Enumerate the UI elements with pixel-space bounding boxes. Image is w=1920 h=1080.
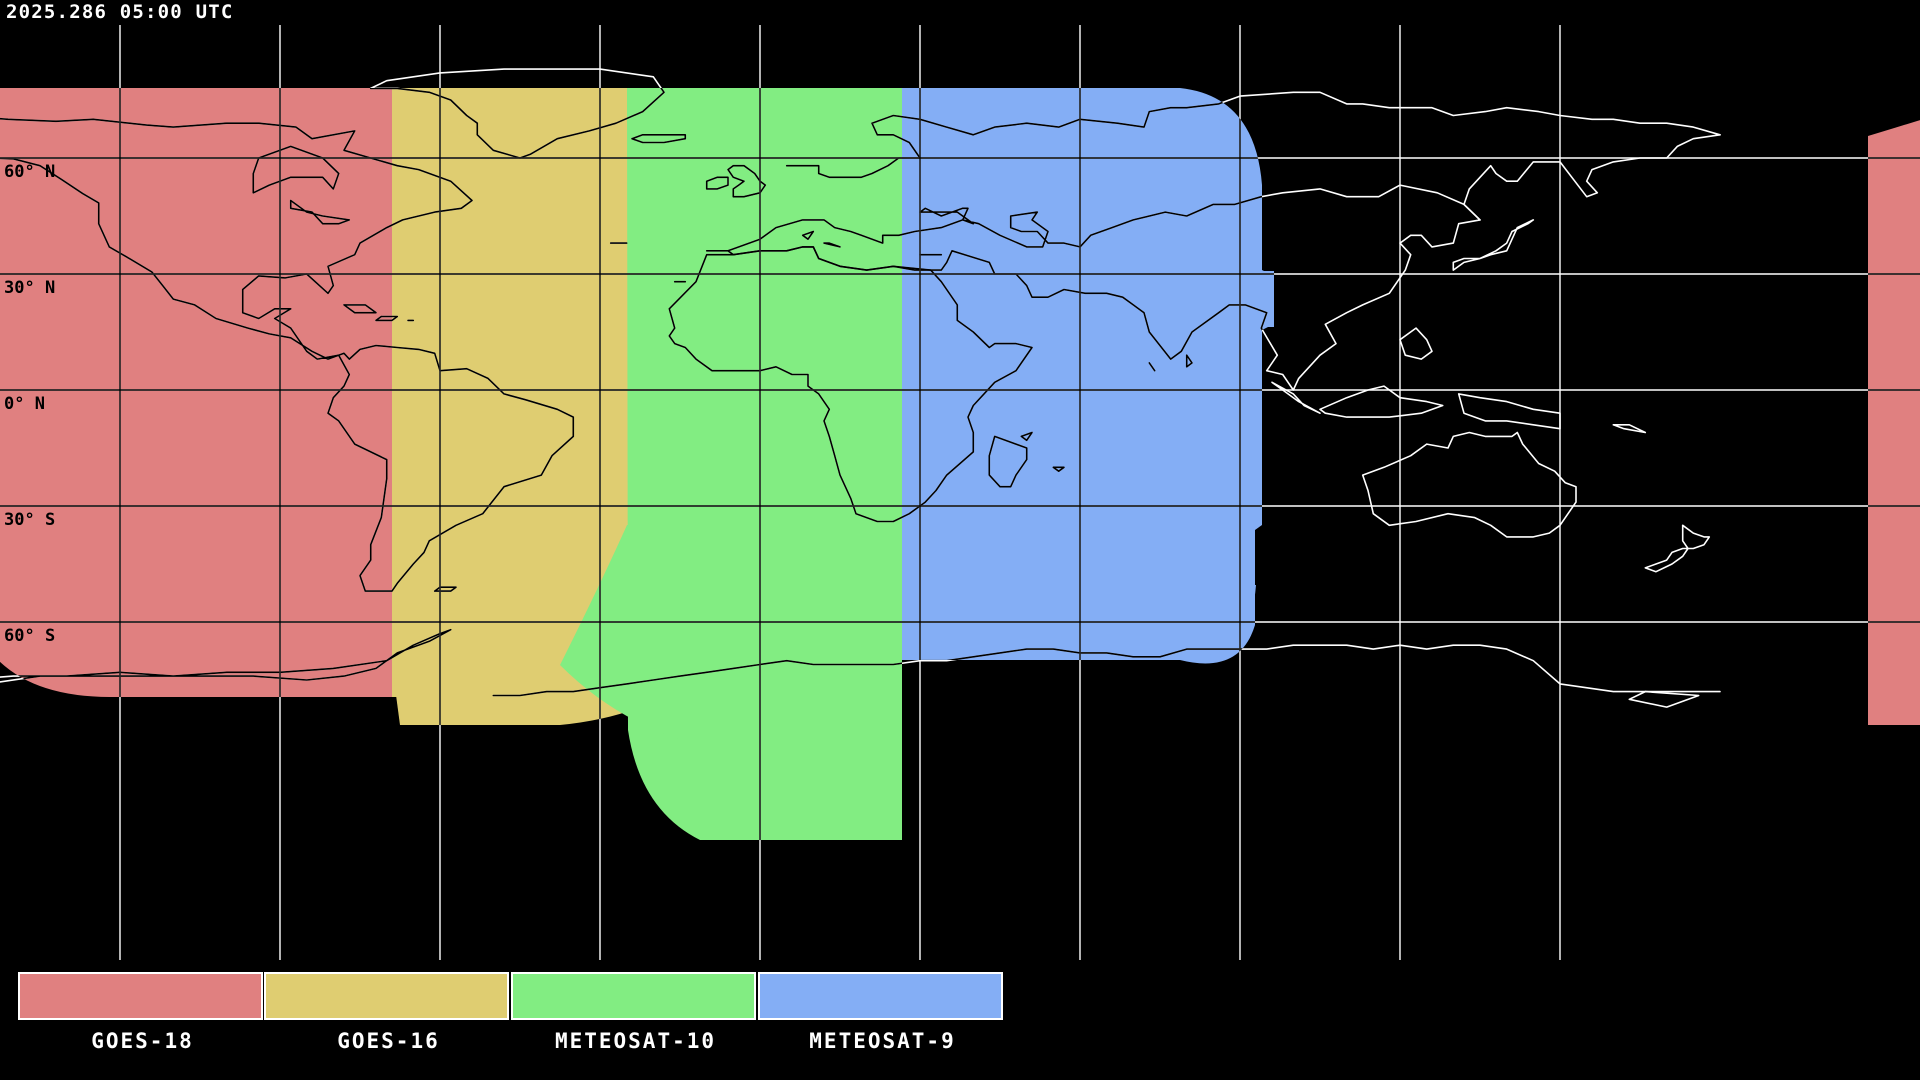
map-canvas — [0, 25, 1920, 960]
legend-swatch-goes-18 — [18, 972, 263, 1020]
legend-item-meteosat-10[interactable]: METEOSAT-10 — [511, 972, 760, 1053]
latitude-label-0: 0° N — [4, 394, 45, 414]
latitude-label-s60: 60° S — [4, 626, 56, 646]
legend-swatch-goes-16 — [264, 972, 509, 1020]
legend-swatch-meteosat-9 — [758, 972, 1003, 1020]
coverage-layer — [0, 88, 1920, 840]
timestamp-label: 2025.286 05:00 UTC — [6, 1, 234, 23]
legend-label-meteosat-9: METEOSAT-9 — [809, 1029, 956, 1053]
legend-label-meteosat-10: METEOSAT-10 — [554, 1029, 717, 1053]
legend-item-goes-16[interactable]: GOES-16 — [264, 972, 513, 1053]
legend-swatch-meteosat-10 — [511, 972, 756, 1020]
latitude-label-60: 60° N — [4, 162, 56, 182]
coastline-layer — [0, 68, 1721, 708]
latitude-label-s30: 30° S — [4, 510, 56, 530]
world-coverage-map: 60° N 30° N 0° N 30° S 60° S — [0, 25, 1920, 960]
latitude-label-30: 30° N — [4, 278, 56, 298]
legend-label-goes-16: GOES-16 — [337, 1029, 440, 1053]
legend-item-meteosat-9[interactable]: METEOSAT-9 — [758, 972, 1007, 1053]
legend-item-goes-18[interactable]: GOES-18 — [18, 972, 267, 1053]
legend: GOES-18 GOES-16 METEOSAT-10 METEOSAT-9 — [0, 960, 1920, 1080]
legend-label-goes-18: GOES-18 — [91, 1029, 194, 1053]
gridline-layer — [0, 25, 1920, 960]
